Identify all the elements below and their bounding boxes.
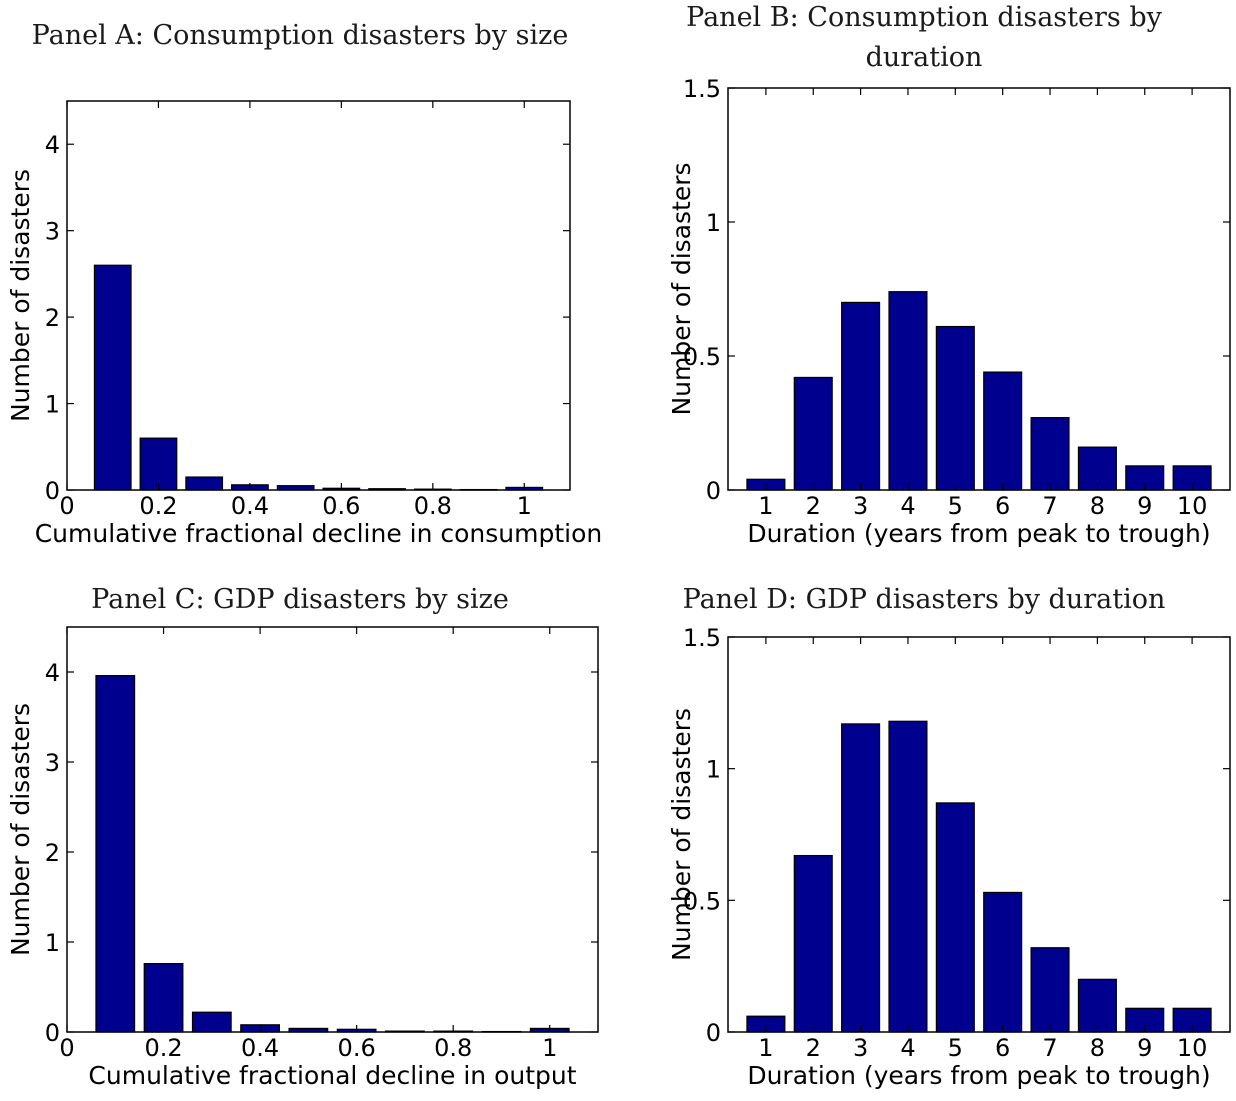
panel-d-title: Panel D: GDP disasters by duration (683, 584, 1166, 615)
panel-a-y-tick-label: 4 (45, 131, 60, 159)
panel-a-y-tick-label: 1 (45, 391, 60, 419)
panel-d-x-tick-label: 6 (995, 1034, 1010, 1062)
panel-b-x-tick-label: 10 (1177, 492, 1208, 520)
panel-a-x-tick-label: 0.4 (231, 492, 269, 520)
panel-d-y-tick-label: 1 (706, 756, 721, 784)
panel-c-x-tick-label: 0.2 (144, 1034, 182, 1062)
panel-b-y-tick-label: 1 (706, 209, 721, 237)
panel-a-x-tick-label: 0.2 (139, 492, 177, 520)
panel-c-y-tick-label: 2 (45, 839, 60, 867)
panel-a-x-axis-label: Cumulative fractional decline in consump… (35, 519, 603, 548)
panel-b-title: Panel B: Consumption disasters by (686, 2, 1162, 33)
panel-a-bar (139, 437, 178, 491)
panel-d-bar (1030, 947, 1070, 1033)
panel-c-x-tick-label: 0.4 (241, 1034, 279, 1062)
panel-d-y-tick-label: 0 (706, 1019, 721, 1047)
panel-d: Panel D: GDP disasters by duration 1 2 3 4 5 6… (667, 584, 1231, 1090)
panel-c-x-tick-label: 0.6 (338, 1034, 376, 1062)
panel-d-x-tick-label: 2 (806, 1034, 821, 1062)
panel-d-x-tick-label: 4 (900, 1034, 915, 1062)
panel-d-y-axis-label: Number of disasters (667, 708, 696, 961)
panel-a-axes-frame (66, 100, 571, 491)
panel-b-y-axis-label: Number of disasters (667, 162, 696, 415)
panel-a-x-tick-label: 0 (59, 492, 74, 520)
panel-d-x-tick-label: 9 (1137, 1034, 1152, 1062)
panel-c-x-tick-label: 0.8 (434, 1034, 472, 1062)
panel-d-x-axis-label: Duration (years from peak to trough) (747, 1061, 1210, 1090)
panel-d-x-tick-label: 5 (948, 1034, 963, 1062)
panel-b-bar (983, 371, 1023, 491)
panel-c-bar (191, 1011, 232, 1033)
panel-a-bar (185, 476, 224, 491)
panel-c-bar (95, 674, 136, 1033)
panel-c-bar (143, 962, 184, 1033)
panel-d-x-tick-label: 1 (758, 1034, 773, 1062)
panel-c: Panel C: GDP disasters by size 0 0.2 0.4 0.6… (6, 584, 599, 1090)
panel-b-x-tick-label: 9 (1137, 492, 1152, 520)
panel-c-x-axis-label: Cumulative fractional decline in output (88, 1061, 576, 1090)
panel-c-x-tick-label: 0 (59, 1034, 74, 1062)
panel-a-y-tick-label: 0 (45, 477, 60, 505)
panel-a-x-tick-label: 0.8 (414, 492, 452, 520)
panel-b-x-tick-label: 3 (853, 492, 868, 520)
panel-a-bar (93, 264, 132, 491)
panel-c-x-tick-label: 1 (542, 1034, 557, 1062)
panel-b-y-tick-label: 0 (706, 477, 721, 505)
panel-b-x-tick-label: 8 (1090, 492, 1105, 520)
panel-c-y-tick-label: 0 (45, 1019, 60, 1047)
panel-c-axes-frame (66, 626, 599, 1033)
panel-b-title: duration (866, 42, 983, 73)
panel-b-bar (841, 301, 881, 491)
panel-c-y-axis-label: Number of disasters (6, 703, 35, 956)
panel-b-x-tick-label: 2 (806, 492, 821, 520)
panel-d-x-tick-label: 8 (1090, 1034, 1105, 1062)
panel-d-x-tick-label: 10 (1177, 1034, 1208, 1062)
panel-c-y-tick-label: 3 (45, 749, 60, 777)
panel-b-bar (793, 376, 833, 491)
panel-d-bar (841, 723, 881, 1033)
panel-c-y-tick-label: 4 (45, 659, 60, 687)
panel-b-bar (1030, 417, 1070, 491)
panel-b-y-tick-label: 0.5 (683, 343, 721, 371)
panel-d-y-tick-label: 1.5 (683, 624, 721, 652)
panel-b-x-tick-label: 7 (1042, 492, 1057, 520)
panel-c-title: Panel C: GDP disasters by size (91, 584, 509, 615)
panel-b-axes-frame (727, 87, 1231, 491)
panel-b-x-tick-label: 5 (948, 492, 963, 520)
panel-a-x-tick-label: 1 (517, 492, 532, 520)
panel-d-bar (935, 802, 975, 1033)
panel-a-x-tick-label: 0.6 (322, 492, 360, 520)
panel-d-bar (1077, 978, 1117, 1033)
panel-a-y-tick-label: 3 (45, 218, 60, 246)
panel-b-x-axis-label: Duration (years from peak to trough) (747, 519, 1210, 548)
panel-b-y-tick-label: 1.5 (683, 75, 721, 103)
panel-b-x-tick-label: 1 (758, 492, 773, 520)
panel-a-y-axis-label: Number of disasters (6, 169, 35, 422)
panel-b-x-tick-label: 6 (995, 492, 1010, 520)
panel-d-bar (983, 891, 1023, 1033)
panel-d-axes-frame (727, 636, 1231, 1033)
panel-b: Panel B: Consumption disasters by duratio… (667, 2, 1231, 548)
panel-b-bar (935, 325, 975, 491)
panel-d-bar (793, 854, 833, 1033)
panel-b-bar (1125, 465, 1165, 491)
panel-c-y-tick-label: 1 (45, 929, 60, 957)
panel-a-y-tick-label: 2 (45, 304, 60, 332)
panel-d-y-tick-label: 0.5 (683, 887, 721, 915)
panel-b-bar (888, 291, 928, 491)
panel-b-x-tick-label: 4 (900, 492, 915, 520)
panel-d-x-tick-label: 7 (1042, 1034, 1057, 1062)
panel-d-x-tick-label: 3 (853, 1034, 868, 1062)
panel-b-bar (1077, 446, 1117, 491)
panel-a-title: Panel A: Consumption disasters by size (32, 20, 569, 51)
panel-d-bar (888, 720, 928, 1033)
